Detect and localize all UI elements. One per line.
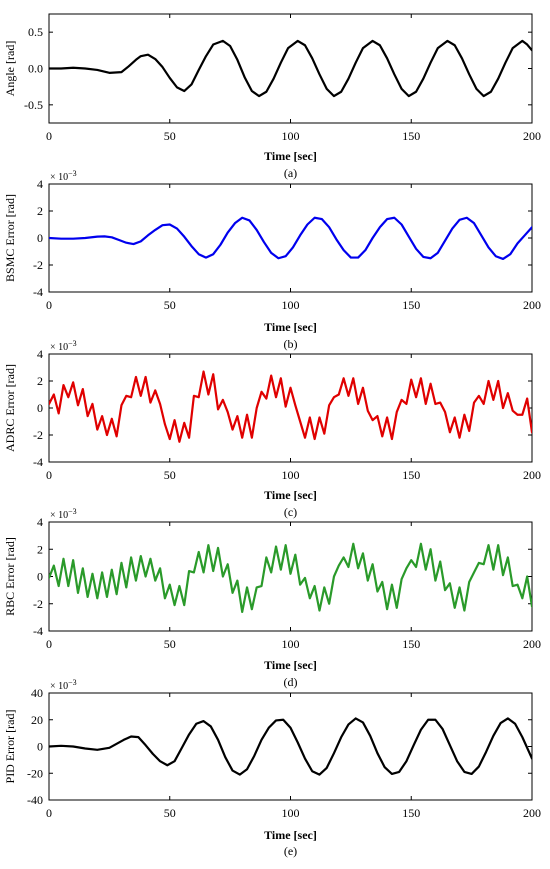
y-tick-label: 0.0 — [28, 62, 43, 76]
chart-panel-4: 0 50 100 150 200 -4 -2 0 2 4 × 10−3 Time [sec] (d) RB… — [3, 507, 541, 689]
scale-multiplier: × 10−3 — [50, 339, 77, 353]
x-tick-label: 100 — [282, 129, 300, 143]
scale-multiplier: × 10−3 — [50, 507, 77, 521]
x-tick-label: 200 — [523, 468, 541, 482]
y-tick-label: -40 — [27, 793, 43, 807]
x-axis-label: Time [sec] — [264, 320, 317, 334]
x-tick-label: 200 — [523, 129, 541, 143]
scale-multiplier: × 10−3 — [50, 169, 77, 183]
x-tick-label: 0 — [46, 806, 52, 820]
x-tick-label: 50 — [164, 129, 176, 143]
y-tick-label: 0 — [37, 401, 43, 415]
chart-panel-1: 0 50 100 150 200 -0.5 0.0 0.5 Time [sec] (a) Angle… — [3, 13, 541, 180]
x-axis-label: Time [sec] — [264, 658, 317, 672]
x-tick-label: 50 — [164, 298, 176, 312]
scale-exponent: −3 — [68, 678, 77, 687]
y-tick-label: 0 — [37, 231, 43, 245]
scale-exponent: −3 — [68, 169, 77, 178]
plot-frame — [48, 521, 533, 632]
y-axis-label: PID Error [rad] — [3, 710, 17, 784]
x-tick-label: 200 — [523, 637, 541, 651]
panel-caption: (e) — [284, 844, 297, 858]
y-axis-label: ADRC Error [rad] — [3, 364, 17, 452]
x-tick-label: 150 — [402, 806, 420, 820]
x-tick-label: 0 — [46, 468, 52, 482]
x-tick-label: 100 — [282, 806, 300, 820]
y-tick-label: 40 — [31, 686, 43, 700]
series-line — [49, 216, 532, 261]
x-tick-label: 150 — [402, 468, 420, 482]
chart-panel-5: 0 50 100 150 200 -40 -20 0 20 40 × 10−3 Time [sec] (… — [3, 678, 541, 858]
scale-exponent: −3 — [68, 339, 77, 348]
series-line — [49, 370, 532, 443]
y-axis-label: BSMC Error [rad] — [3, 194, 17, 282]
panel-caption: (b) — [284, 337, 298, 351]
y-tick-label: -0.5 — [24, 98, 43, 112]
series-line — [49, 717, 532, 776]
x-tick-label: 100 — [282, 468, 300, 482]
panel-caption: (d) — [284, 675, 298, 689]
y-tick-label: 2 — [37, 204, 43, 218]
plot-frame — [48, 692, 533, 801]
y-tick-label: -4 — [33, 624, 43, 638]
y-tick-label: -2 — [33, 597, 43, 611]
y-axis-label: Angle [rad] — [3, 41, 17, 97]
x-tick-label: 0 — [46, 637, 52, 651]
plot-frame — [48, 13, 533, 124]
series-line — [49, 39, 532, 98]
x-axis-label: Time [sec] — [264, 828, 317, 842]
y-tick-label: -2 — [33, 258, 43, 272]
y-tick-label: 2 — [37, 374, 43, 388]
x-tick-label: 100 — [282, 298, 300, 312]
x-axis-label: Time [sec] — [264, 488, 317, 502]
x-tick-label: 50 — [164, 806, 176, 820]
chart-panel-2: 0 50 100 150 200 -4 -2 0 2 4 × 10−3 Time [sec] (b) BS… — [3, 169, 541, 351]
y-tick-label: -4 — [33, 285, 43, 299]
y-tick-label: 4 — [37, 177, 43, 191]
y-tick-label: 4 — [37, 347, 43, 361]
y-tick-label: 2 — [37, 542, 43, 556]
x-tick-label: 150 — [402, 298, 420, 312]
y-tick-label: 0.5 — [28, 25, 43, 39]
y-tick-label: 0 — [37, 570, 43, 584]
x-tick-label: 0 — [46, 129, 52, 143]
chart-panel-3: 0 50 100 150 200 -4 -2 0 2 4 × 10−3 Time [sec] (c) AD… — [3, 339, 541, 519]
y-tick-label: -2 — [33, 428, 43, 442]
panel-caption: (a) — [284, 166, 297, 180]
x-axis-label: Time [sec] — [264, 149, 317, 163]
x-tick-label: 0 — [46, 298, 52, 312]
scale-exponent: −3 — [68, 507, 77, 516]
y-tick-label: -4 — [33, 455, 43, 469]
y-tick-label: -20 — [27, 766, 43, 780]
plot-frame — [48, 183, 533, 293]
x-tick-label: 50 — [164, 468, 176, 482]
scale-multiplier: × 10−3 — [50, 678, 77, 692]
x-tick-label: 200 — [523, 806, 541, 820]
x-tick-label: 150 — [402, 129, 420, 143]
x-tick-label: 200 — [523, 298, 541, 312]
series-line — [49, 542, 532, 614]
panel-caption: (c) — [284, 505, 297, 519]
y-tick-label: 0 — [37, 740, 43, 754]
x-tick-label: 100 — [282, 637, 300, 651]
x-tick-label: 50 — [164, 637, 176, 651]
x-tick-label: 150 — [402, 637, 420, 651]
y-tick-label: 20 — [31, 713, 43, 727]
y-tick-label: 4 — [37, 515, 43, 529]
y-axis-label: RBC Error [rad] — [3, 537, 17, 616]
